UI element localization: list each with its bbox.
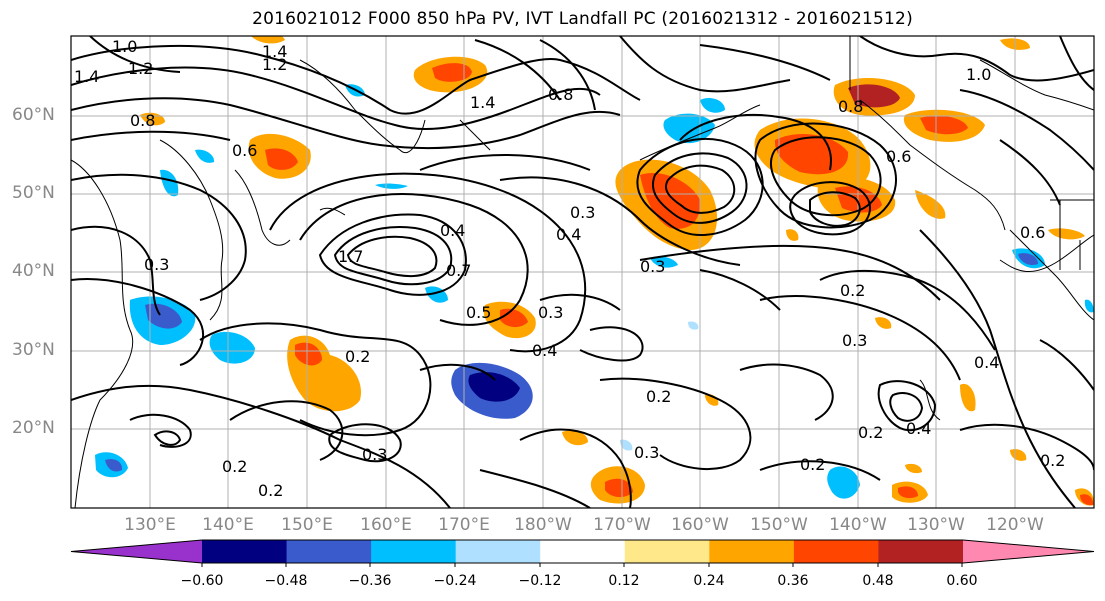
contour-label: 0.8 <box>130 111 155 130</box>
contour-label: 0.2 <box>646 387 671 406</box>
colorbar-extend-low <box>71 540 202 563</box>
colorbar-label: 0.36 <box>777 573 809 589</box>
lon-label-180w: 180°W <box>514 515 572 535</box>
contour-label: 0.8 <box>548 85 573 104</box>
lat-label-40n: 40°N <box>12 261 55 281</box>
contour-label: 1.2 <box>262 55 287 74</box>
contour-label: 0.4 <box>974 353 999 372</box>
contour-label: 0.4 <box>440 221 465 240</box>
lon-label-130e: 130°E <box>124 515 176 535</box>
colorbar-bin <box>286 540 372 563</box>
lat-label-30n: 30°N <box>12 340 55 360</box>
lat-label-60n: 60°N <box>12 105 55 125</box>
contour-label: 0.5 <box>466 303 491 322</box>
lon-label-160e: 160°E <box>360 515 412 535</box>
colorbar-label: −0.36 <box>348 573 392 589</box>
contour-label: 0.4 <box>532 341 557 360</box>
colorbar-bin <box>540 540 626 563</box>
contour-label: 0.4 <box>906 419 931 438</box>
contour-label: 1.4 <box>74 67 99 86</box>
lon-label-120w: 120°W <box>986 515 1044 535</box>
contour-label: 0.8 <box>838 97 863 116</box>
contour-label: 0.3 <box>362 445 387 464</box>
contour-label: 0.6 <box>232 141 257 160</box>
contour-label: 0.3 <box>640 257 665 276</box>
colorbar-label: 0.48 <box>862 573 894 589</box>
lon-label-140w: 140°W <box>829 515 887 535</box>
contour-label: 0.3 <box>842 331 867 350</box>
contour-label: 1.2 <box>128 59 153 78</box>
contour-label: 0.2 <box>345 347 370 366</box>
colorbar-ticks <box>201 563 963 567</box>
colorbar-bin <box>455 540 541 563</box>
lon-label-130w: 130°W <box>907 515 965 535</box>
colorbar-label: −0.24 <box>433 573 477 589</box>
colorbar <box>70 539 1095 564</box>
colorbar-label: −0.12 <box>518 573 562 589</box>
colorbar-label: −0.48 <box>264 573 308 589</box>
lon-label-150e: 150°E <box>281 515 333 535</box>
contour-label: 0.6 <box>886 147 911 166</box>
contour-label: 0.7 <box>446 261 471 280</box>
colorbar-label: 0.24 <box>693 573 725 589</box>
colorbar-bin <box>202 540 288 563</box>
contour-label: 1.7 <box>338 247 363 266</box>
contour-label: 0.2 <box>258 481 283 500</box>
colorbar-bin <box>709 540 795 563</box>
contour-label: 0.3 <box>538 303 563 322</box>
colorbar-label: −0.60 <box>180 573 224 589</box>
lon-label-140e: 140°E <box>202 515 254 535</box>
colorbar-bin <box>371 540 457 563</box>
colorbar-label: 0.12 <box>608 573 640 589</box>
contour-label: 0.4 <box>556 225 581 244</box>
map-title: 2016021012 F000 850 hPa PV, IVT Landfall… <box>252 9 913 29</box>
colorbar-bin <box>793 540 879 563</box>
lat-label-50n: 50°N <box>12 183 55 203</box>
lon-label-170w: 170°W <box>593 515 651 535</box>
lon-label-160w: 160°W <box>671 515 729 535</box>
map-frame <box>70 35 1095 509</box>
contour-label: 0.2 <box>222 457 247 476</box>
contour-label: 1.4 <box>262 42 287 61</box>
contour-label: 1.0 <box>112 37 137 56</box>
contour-label: 0.3 <box>634 443 659 462</box>
lon-label-170e: 170°E <box>438 515 490 535</box>
colorbar-extend-high <box>963 540 1094 563</box>
pv-contours <box>71 36 1094 508</box>
contour-label: 0.2 <box>800 455 825 474</box>
contour-label: 0.6 <box>1020 223 1045 242</box>
contour-label: 0.3 <box>144 255 169 274</box>
contour-label: 0.2 <box>858 423 883 442</box>
contour-label: 0.2 <box>1040 451 1065 470</box>
contour-labels: 1.0 1.2 1.4 1.4 1.2 0.8 1.4 1.7 0.3 0.4 … <box>74 37 1065 500</box>
lat-label-20n: 20°N <box>12 418 55 438</box>
colorbar-bin <box>878 540 964 563</box>
colorbar-label: 0.60 <box>946 573 978 589</box>
colorbar-bin <box>624 540 710 563</box>
contour-label: 0.2 <box>840 281 865 300</box>
lon-label-150w: 150°W <box>750 515 808 535</box>
contour-label: 1.4 <box>470 93 495 112</box>
contour-label: 0.3 <box>570 203 595 222</box>
contour-label: 1.0 <box>966 65 991 84</box>
